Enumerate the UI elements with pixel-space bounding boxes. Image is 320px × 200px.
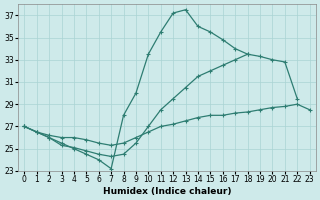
X-axis label: Humidex (Indice chaleur): Humidex (Indice chaleur) (103, 187, 231, 196)
